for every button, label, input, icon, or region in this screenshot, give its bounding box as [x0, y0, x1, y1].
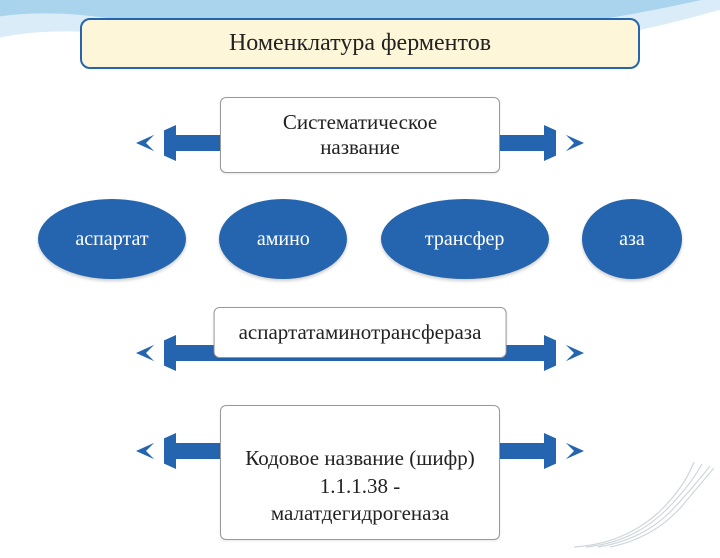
ellipse-label: трансфер [425, 228, 505, 251]
banner-text: Систематическое название [283, 110, 437, 159]
title-box: Номенклатура ферментов [80, 18, 640, 69]
title-text: Номенклатура ферментов [229, 30, 491, 56]
banner-text: аспартатаминотрансфераза [239, 320, 482, 344]
banner-text: Кодовое название (шифр) 1.1.1.38 - малат… [245, 446, 475, 525]
ellipse-row: аспартат амино трансфер аза [20, 199, 700, 279]
banner-code: Кодовое название (шифр) 1.1.1.38 - малат… [80, 405, 640, 475]
ellipse-label: амино [257, 228, 310, 251]
banner-combined: аспартатаминотрансфераза [80, 307, 640, 377]
banner-label: Кодовое название (шифр) 1.1.1.38 - малат… [220, 405, 500, 540]
ellipse-transfer: трансфер [381, 199, 549, 279]
banner-systematic: Систематическое название [80, 97, 640, 167]
ellipse-label: аспартат [75, 228, 148, 251]
banner-label: Систематическое название [220, 97, 500, 173]
banner-label: аспартатаминотрансфераза [214, 307, 507, 358]
ribbon-tail-right [544, 335, 584, 371]
ribbon-tail-right [544, 433, 584, 469]
ribbon-tail-right [544, 125, 584, 161]
ellipse-label: аза [619, 228, 645, 251]
ellipse-aza: аза [582, 199, 682, 279]
ellipse-amino: амино [219, 199, 347, 279]
ellipse-aspartat: аспартат [38, 199, 186, 279]
